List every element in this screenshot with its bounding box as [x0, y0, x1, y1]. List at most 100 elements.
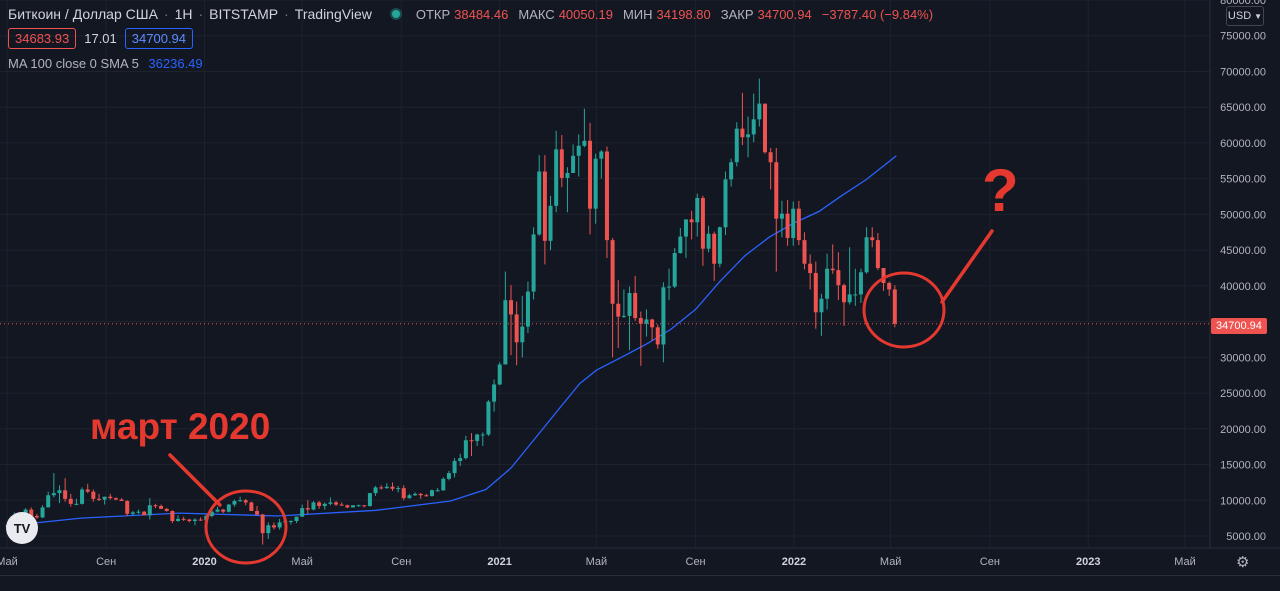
candle-body [108, 496, 113, 499]
candle-body [819, 298, 824, 313]
price-tick-label: 65000.00 [1220, 102, 1266, 114]
candle-body [413, 493, 418, 496]
candle-body [102, 496, 107, 500]
candle-body [356, 505, 361, 507]
sell-price-button[interactable]: 34683.93 [8, 28, 77, 49]
low-value: 34198.80 [656, 6, 711, 22]
candle-body [830, 268, 835, 271]
candle-body [209, 511, 214, 516]
buy-price-button[interactable]: 34700.94 [124, 28, 194, 49]
price-tick-label: 45000.00 [1220, 245, 1266, 257]
price-chart[interactable]: 5000.00 10000.00 15000.00 20000.00 25000.00 3… [0, 0, 1280, 575]
candle-body [514, 314, 519, 343]
candle-body [729, 162, 734, 180]
candle-body [650, 319, 655, 328]
symbol-name[interactable]: Биткоин / Доллар США [8, 6, 158, 22]
candle-body [249, 502, 254, 511]
time-tick-label: 2021 [487, 556, 511, 568]
candle-body [582, 140, 587, 146]
high-label: МАКС [518, 6, 555, 22]
candle-body [226, 504, 231, 512]
candle-body [621, 315, 626, 317]
currency-selector[interactable]: USD ▼ [1226, 6, 1264, 26]
time-tick-label: Май [586, 556, 608, 568]
spread-value: 17.01 [84, 31, 117, 46]
quote-row: 34683.93 17.01 34700.94 [8, 28, 939, 49]
separator-dot: · [163, 6, 169, 22]
candle-body [260, 514, 265, 534]
candle-body [136, 511, 141, 513]
candle-body [187, 519, 192, 521]
candle-body [142, 511, 147, 516]
candle-body [113, 498, 118, 500]
price-tick-label: 50000.00 [1220, 209, 1266, 221]
candle-body [469, 440, 474, 442]
candle-body [125, 500, 130, 514]
candle-body [181, 518, 186, 520]
annotation-arrow [168, 453, 222, 507]
candle-body [458, 458, 463, 461]
time-tick-label: 2022 [782, 556, 806, 568]
annotation-march-2020: март 2020 [90, 406, 271, 447]
ohlc-values: ОТКР 38484.46 МАКС 40050.19 МИН 34198.80… [416, 7, 939, 22]
interval-label[interactable]: 1Н [174, 6, 193, 22]
candle-body [475, 434, 480, 441]
candle-body [802, 240, 807, 264]
moving-average-line [5, 155, 897, 527]
indicator-row[interactable]: MA 100 close 0 SMA 5 36236.49 [8, 56, 939, 71]
candle-body [51, 493, 56, 496]
last-price-label: 34700.94 [1211, 318, 1267, 334]
candle-body [825, 268, 830, 299]
candle-body [858, 272, 863, 295]
candle-body [881, 267, 886, 284]
candle-body [717, 227, 722, 264]
price-tick-label: 5000.00 [1226, 531, 1266, 543]
candle-body [610, 240, 615, 304]
candle-body [548, 205, 553, 241]
candle-body [255, 510, 260, 515]
candle-body [74, 503, 79, 505]
candle-body [238, 500, 243, 502]
candle-body [791, 208, 796, 238]
time-tick-label: Сен [96, 556, 116, 568]
candle-body [667, 286, 672, 288]
candle-body [401, 488, 406, 499]
candle-body [362, 505, 367, 507]
candle-body [91, 491, 96, 499]
low-label: МИН [622, 6, 653, 22]
exchange-label: BITSTAMP [209, 6, 279, 22]
open-label: ОТКР [415, 6, 451, 22]
candle-body [46, 495, 51, 508]
time-tick-label: Май [291, 556, 313, 568]
close-value: 34700.94 [757, 6, 812, 22]
gear-icon[interactable]: ⚙ [1236, 554, 1250, 571]
annotation-circle-march-2020 [204, 489, 288, 565]
price-tick-label: 30000.00 [1220, 352, 1266, 364]
bottom-toolbar [0, 575, 1280, 591]
time-tick-label: Сен [391, 556, 411, 568]
annotation-circle-current [862, 271, 946, 349]
candle-body [757, 103, 762, 120]
candle-body [746, 134, 751, 138]
market-status-icon [391, 10, 400, 18]
chevron-down-icon: ▼ [1254, 11, 1263, 21]
candle-body [836, 270, 841, 286]
candle-body [390, 486, 395, 489]
candle-body [864, 237, 869, 273]
candle-body [294, 516, 299, 521]
candle-body [565, 172, 570, 178]
candle-body [740, 128, 745, 138]
candle-body [176, 518, 181, 521]
candle-body [520, 326, 525, 343]
tradingview-logo-icon[interactable]: TV [6, 512, 38, 544]
candle-body [317, 502, 322, 506]
ma-label: MA 100 close 0 SMA 5 [8, 56, 139, 71]
candle-body [712, 233, 717, 264]
candle-body [751, 119, 756, 135]
candle-body [170, 510, 175, 521]
candle-body [271, 525, 276, 528]
ma-value: 36236.49 [148, 56, 203, 71]
candle-body [119, 499, 124, 501]
price-tick-label: 55000.00 [1220, 174, 1266, 186]
candle-body [683, 219, 688, 237]
